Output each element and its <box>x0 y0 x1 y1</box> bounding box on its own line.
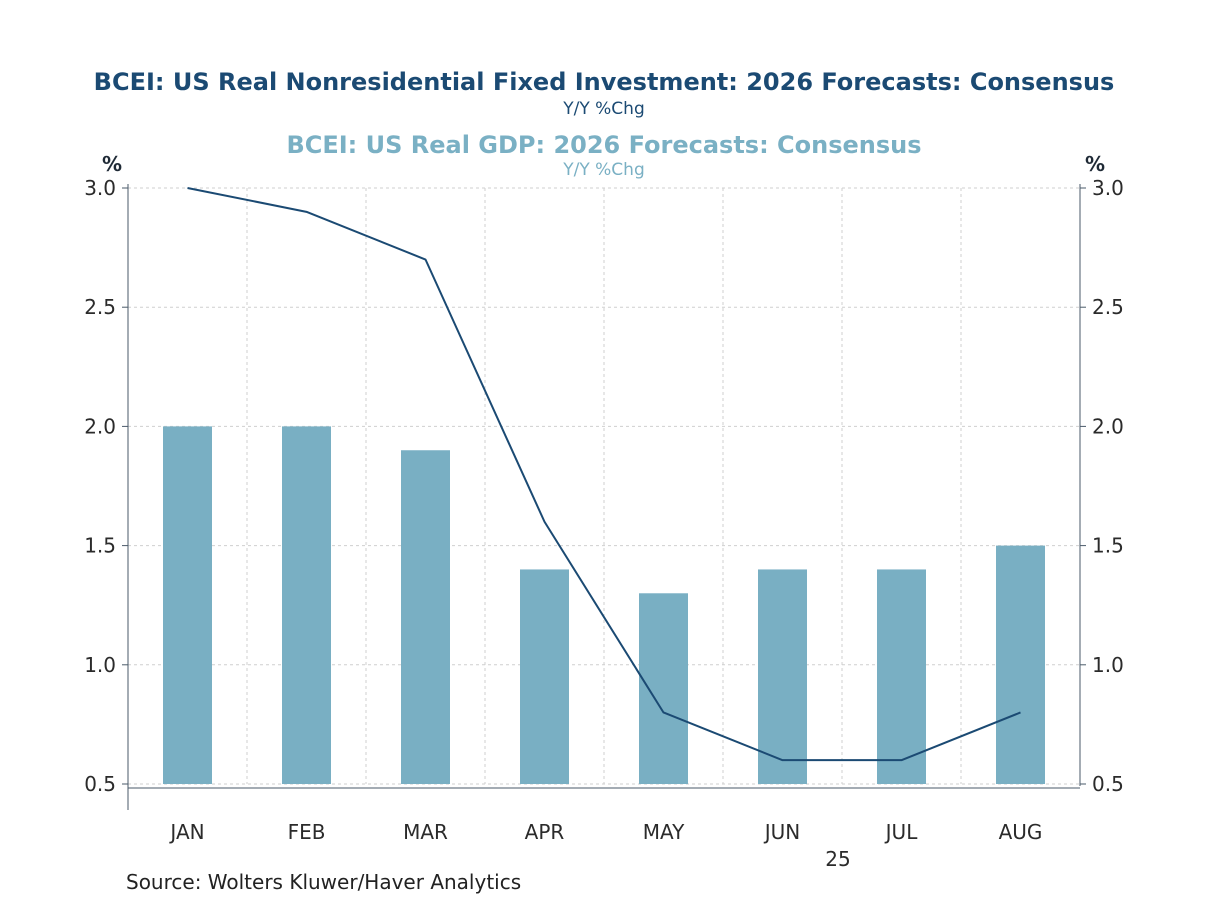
x-tick-label-jun: JUN <box>763 820 801 844</box>
y-tick-label-left: 2.5 <box>84 295 116 319</box>
y-tick-label-left: 1.0 <box>84 653 116 677</box>
y-tick-label-right: 1.5 <box>1092 534 1124 558</box>
chart-title-primary: BCEI: US Real Nonresidential Fixed Inves… <box>93 68 1115 96</box>
y-tick-label-right: 2.5 <box>1092 295 1124 319</box>
chart-title-secondary: BCEI: US Real GDP: 2026 Forecasts: Conse… <box>286 131 922 159</box>
right-axis-unit: % <box>1085 152 1106 176</box>
line-nonresidential-investment <box>187 187 1021 762</box>
chart-subtitle-secondary-unit: Y/Y %Chg <box>563 160 645 180</box>
tick-labels: 3.0 3.0 2.5 2.5 2.0 2.0 1.5 1.5 1.0 1.0 0.5 0.5 JAN F… <box>84 176 1124 871</box>
x-tick-label-may: MAY <box>643 820 685 844</box>
y-tick-label-right: 2.0 <box>1092 414 1124 438</box>
x-tick-label-jan: JAN <box>168 820 204 844</box>
bar-jun <box>758 569 807 784</box>
left-axis-unit: % <box>102 152 123 176</box>
y-tick-label-left: 1.5 <box>84 534 116 558</box>
y-tick-label-right: 1.0 <box>1092 653 1124 677</box>
x-tick-label-feb: FEB <box>288 820 326 844</box>
bar-may <box>639 593 688 784</box>
bar-mar <box>401 450 450 784</box>
grid <box>128 187 1080 785</box>
x-tick-label-jul: JUL <box>884 820 919 844</box>
bar-feb <box>282 426 331 784</box>
y-tick-label-left: 0.5 <box>84 772 116 796</box>
axes <box>122 184 1086 810</box>
chart-subtitle-primary-unit: Y/Y %Chg <box>563 99 645 119</box>
bar-series <box>163 426 1045 784</box>
y-tick-label-left: 2.0 <box>84 414 116 438</box>
x-tick-label-aug: AUG <box>999 820 1043 844</box>
y-tick-label-right: 0.5 <box>1092 772 1124 796</box>
bar-jul <box>877 569 926 784</box>
x-year-label: 25 <box>825 847 850 871</box>
bar-apr <box>520 569 569 784</box>
line-series <box>187 187 1021 762</box>
source-note: Source: Wolters Kluwer/Haver Analytics <box>126 870 522 894</box>
bar-jan <box>163 426 212 784</box>
x-tick-label-mar: MAR <box>403 820 448 844</box>
y-tick-label-right: 3.0 <box>1092 176 1124 200</box>
bar-aug <box>996 545 1045 784</box>
x-tick-label-apr: APR <box>525 820 565 844</box>
y-tick-label-left: 3.0 <box>84 176 116 200</box>
